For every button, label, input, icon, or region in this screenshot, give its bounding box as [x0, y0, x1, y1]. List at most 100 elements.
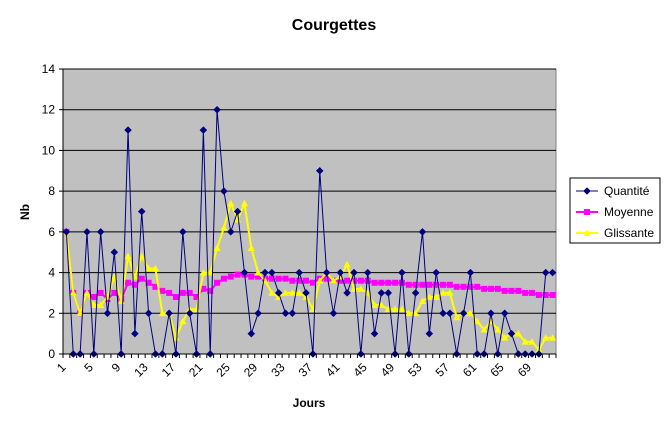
data-point — [131, 281, 138, 288]
x-axis-label: Jours — [293, 396, 326, 410]
data-point — [97, 289, 104, 296]
y-tick-label: 8 — [48, 184, 55, 198]
data-point — [508, 287, 515, 294]
data-point — [515, 287, 522, 294]
data-point — [69, 289, 77, 296]
data-point — [529, 289, 536, 296]
data-point — [370, 301, 379, 309]
data-point — [528, 338, 536, 345]
data-point — [466, 309, 475, 317]
data-point — [542, 334, 550, 341]
data-point — [233, 207, 242, 216]
data-point — [213, 105, 221, 114]
legend-label: Glissante — [604, 226, 654, 240]
data-point — [234, 216, 242, 223]
data-point — [316, 277, 324, 284]
x-tick-label: 25 — [214, 360, 234, 380]
x-tick-label: 57 — [433, 360, 453, 380]
data-point — [111, 289, 118, 296]
data-point — [124, 252, 132, 260]
y-tick-label: 2 — [48, 306, 55, 320]
data-point — [522, 289, 529, 296]
data-point — [343, 260, 351, 268]
data-point — [227, 199, 235, 207]
data-point — [138, 252, 146, 260]
data-point — [166, 289, 173, 296]
data-point — [295, 289, 303, 296]
data-point — [426, 281, 433, 288]
data-point — [179, 289, 186, 296]
data-point — [432, 268, 441, 277]
data-point — [289, 277, 296, 284]
data-point — [240, 199, 249, 207]
data-point — [507, 329, 516, 338]
data-point — [144, 309, 153, 318]
data-point — [83, 289, 91, 296]
data-point — [193, 294, 200, 300]
data-point — [364, 277, 371, 284]
data-point — [371, 279, 378, 286]
x-tick-label: 5 — [81, 360, 96, 375]
series-3 — [62, 199, 557, 353]
data-point — [398, 279, 405, 286]
data-point — [378, 279, 385, 286]
data-point — [227, 273, 234, 280]
data-point — [344, 277, 351, 284]
data-point — [500, 309, 509, 318]
data-point — [295, 268, 304, 277]
legend-marker — [583, 229, 591, 236]
data-point — [466, 268, 475, 277]
data-point — [267, 268, 276, 277]
data-point — [363, 268, 372, 277]
data-point — [487, 285, 494, 292]
y-tick-label: 12 — [42, 103, 56, 117]
data-point — [521, 338, 529, 345]
data-point — [542, 291, 549, 298]
data-point — [144, 264, 153, 272]
data-point — [459, 309, 468, 318]
data-point — [214, 279, 221, 286]
data-point — [178, 228, 187, 236]
data-point — [200, 285, 207, 292]
legend-label: Quantité — [604, 184, 650, 198]
data-point — [207, 287, 214, 294]
data-point — [261, 268, 269, 277]
data-point — [124, 126, 132, 134]
data-point — [152, 283, 159, 290]
x-tick-label: 1 — [54, 360, 69, 375]
y-tick-label: 4 — [48, 266, 55, 280]
data-point — [398, 268, 406, 277]
data-point — [337, 277, 344, 284]
data-point — [288, 309, 297, 318]
data-point — [336, 268, 345, 277]
data-point — [159, 287, 166, 294]
series-layer — [62, 105, 557, 358]
data-point — [137, 207, 146, 216]
data-point — [90, 294, 97, 300]
data-point — [268, 275, 275, 282]
data-point — [234, 271, 241, 278]
data-point — [281, 309, 290, 318]
legend-label: Moyenne — [604, 205, 654, 219]
data-point — [220, 275, 227, 282]
data-point — [549, 291, 556, 298]
data-point — [494, 285, 501, 292]
data-point — [165, 309, 173, 318]
data-point — [199, 268, 207, 276]
data-point — [138, 275, 145, 282]
data-point — [384, 289, 393, 297]
data-point — [460, 283, 467, 290]
data-point — [440, 281, 447, 288]
data-point — [158, 309, 166, 317]
data-point — [535, 291, 542, 298]
data-point — [391, 305, 399, 313]
data-point — [62, 228, 71, 236]
data-point — [412, 309, 420, 317]
data-point — [240, 268, 249, 277]
data-point — [275, 275, 282, 282]
x-tick-label: 37 — [296, 360, 316, 380]
x-tick-label: 69 — [515, 360, 535, 380]
y-tick-label: 0 — [48, 347, 55, 361]
data-point — [439, 309, 447, 318]
